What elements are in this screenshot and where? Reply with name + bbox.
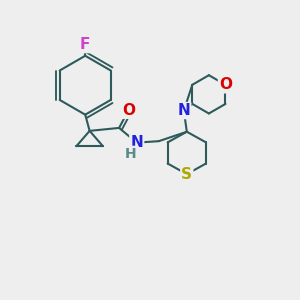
Text: O: O (219, 77, 232, 92)
Text: S: S (181, 167, 192, 182)
Text: H: H (124, 147, 136, 161)
Text: O: O (122, 103, 135, 118)
Text: F: F (80, 37, 90, 52)
Text: N: N (178, 103, 190, 118)
Text: N: N (130, 135, 143, 150)
